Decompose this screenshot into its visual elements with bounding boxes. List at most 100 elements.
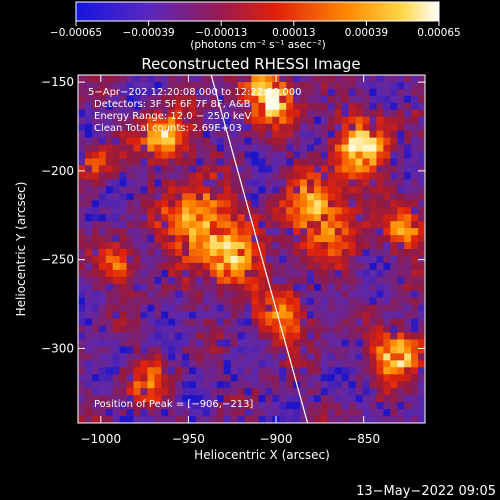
- colorbar-ticks: −0.00065 −0.00039 −0.00013 0.00013 0.00039 0.…: [50, 21, 461, 39]
- heatmap-cell: [251, 102, 259, 111]
- heatmap-cell: [189, 402, 197, 410]
- heatmap-cell: [209, 137, 218, 146]
- heatmap-cell: [383, 151, 391, 160]
- heatmap-cell: [189, 318, 197, 327]
- heatmap-cell: [376, 151, 384, 160]
- heatmap-cell: [390, 409, 398, 417]
- heatmap-cell: [411, 228, 419, 236]
- heatmap-cell: [223, 165, 232, 173]
- heatmap-cell: [265, 200, 273, 208]
- heatmap-cell: [362, 269, 370, 278]
- limb-line: [210, 75, 309, 423]
- heatmap-cell: [383, 283, 391, 292]
- heatmap-cell: [133, 346, 141, 354]
- heatmap-cell: [258, 242, 266, 250]
- heatmap-cell: [362, 75, 370, 83]
- heatmap-cell: [189, 193, 197, 201]
- heatmap-cell: [202, 165, 211, 173]
- heatmap-cell: [404, 116, 412, 125]
- heatmap-cell: [404, 416, 412, 423]
- heatmap-cell: [411, 116, 419, 125]
- heatmap-cell: [313, 262, 322, 271]
- heatmap-cell: [348, 179, 357, 187]
- heatmap-cell: [348, 339, 357, 347]
- heatmap-cell: [411, 332, 419, 340]
- heatmap-cell: [300, 388, 308, 396]
- heatmap-cell: [140, 262, 148, 271]
- heatmap-cell: [376, 88, 384, 97]
- heatmap-cell: [147, 381, 155, 389]
- heatmap-cell: [133, 130, 141, 139]
- heatmap-cell: [376, 109, 384, 118]
- heatmap-cell: [341, 402, 350, 410]
- heatmap-cell: [376, 388, 384, 396]
- heatmap-cell: [216, 416, 225, 423]
- heatmap-cell: [91, 297, 100, 306]
- heatmap-cell: [105, 388, 114, 396]
- heatmap-cell: [251, 116, 259, 125]
- heatmap-cell: [341, 395, 350, 403]
- heatmap-cell: [258, 388, 266, 396]
- heatmap-cell: [383, 228, 391, 236]
- heatmap-cell: [147, 137, 155, 146]
- heatmap-cell: [327, 186, 336, 194]
- heatmap-cell: [348, 144, 357, 153]
- heatmap-cell: [84, 242, 93, 250]
- heatmap-cell: [334, 109, 343, 118]
- heatmap-cell: [154, 304, 162, 313]
- heatmap-cell: [84, 402, 93, 410]
- heatmap-cell: [348, 137, 357, 146]
- heatmap-cell: [362, 332, 370, 340]
- heatmap-cell: [355, 332, 364, 340]
- heatmap-cell: [383, 269, 391, 278]
- heatmap-cell: [279, 75, 287, 83]
- heatmap-cell: [133, 388, 141, 396]
- heatmap-cell: [334, 242, 343, 250]
- heatmap-cell: [383, 374, 391, 382]
- heatmap-cell: [362, 360, 370, 368]
- heatmap-cell: [327, 283, 336, 292]
- heatmap-cell: [112, 242, 121, 250]
- heatmap-cell: [265, 395, 273, 403]
- heatmap-cell: [98, 95, 107, 104]
- heatmap-cell: [390, 130, 398, 139]
- heatmap-cell: [327, 269, 336, 278]
- heatmap-cell: [341, 304, 350, 313]
- heatmap-cell: [216, 395, 225, 403]
- heatmap-cell: [376, 200, 384, 208]
- heatmap-cell: [348, 193, 357, 201]
- heatmap-cell: [383, 318, 391, 327]
- heatmap-cell: [383, 165, 391, 173]
- heatmap-cell: [209, 416, 218, 423]
- heatmap-cell: [362, 109, 370, 118]
- heatmap-cell: [119, 179, 128, 187]
- heatmap-cell: [376, 311, 384, 320]
- heatmap-cell: [286, 374, 294, 382]
- heatmap-cell: [189, 109, 197, 118]
- heatmap-cell: [209, 262, 218, 271]
- heatmap-cell: [383, 102, 391, 111]
- heatmap-cell: [168, 88, 176, 97]
- heatmap-cell: [154, 214, 162, 222]
- heatmap-cell: [112, 179, 121, 187]
- heatmap-cell: [390, 102, 398, 111]
- heatmap-cell: [307, 339, 315, 347]
- heatmap-cell: [334, 374, 343, 382]
- heatmap-cell: [348, 75, 357, 83]
- heatmap-cell: [230, 179, 239, 187]
- heatmap-cell: [397, 221, 405, 229]
- heatmap-cell: [327, 214, 336, 222]
- heatmap-cell: [140, 332, 148, 340]
- heatmap-cell: [397, 353, 405, 361]
- heatmap-cell: [78, 297, 86, 306]
- heatmap-cell: [376, 144, 384, 153]
- heatmap-cell: [362, 381, 370, 389]
- heatmap-cell: [251, 346, 259, 354]
- heatmap-cell: [84, 116, 93, 125]
- heatmap-cell: [327, 402, 336, 410]
- heatmap-cell: [223, 304, 232, 313]
- heatmap-cell: [307, 235, 315, 243]
- heatmap-cell: [279, 116, 287, 125]
- heatmap-cell: [383, 172, 391, 180]
- heatmap-cell: [286, 179, 294, 187]
